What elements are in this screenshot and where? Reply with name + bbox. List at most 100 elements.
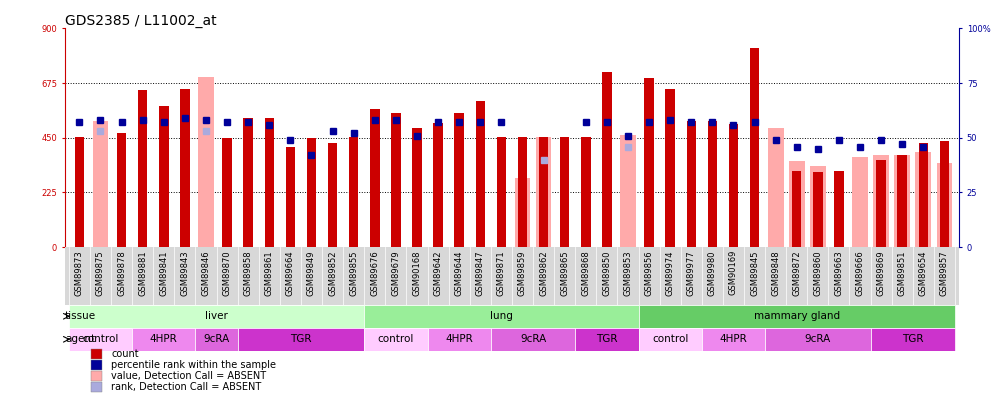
Bar: [138, 90, 147, 247]
Bar: [638, 328, 702, 351]
Text: 9cRA: 9cRA: [204, 334, 230, 344]
Text: GSM89974: GSM89974: [666, 250, 675, 296]
Bar: [264, 118, 274, 247]
Bar: [852, 157, 868, 247]
Bar: [581, 136, 590, 247]
Text: GSM89663: GSM89663: [834, 250, 844, 296]
Text: tissue: tissue: [65, 311, 96, 321]
Bar: [497, 136, 506, 247]
Text: GSM89881: GSM89881: [138, 250, 147, 296]
Bar: [749, 48, 759, 247]
Bar: [789, 161, 805, 247]
Bar: [91, 349, 102, 359]
Text: GSM89848: GSM89848: [771, 250, 780, 296]
Text: GSM89856: GSM89856: [644, 250, 653, 296]
Text: GSM89852: GSM89852: [328, 250, 337, 296]
Bar: [939, 141, 949, 247]
Text: GSM89868: GSM89868: [581, 250, 590, 296]
Bar: [238, 328, 364, 351]
Text: GSM89846: GSM89846: [202, 250, 211, 296]
Text: 9cRA: 9cRA: [805, 334, 831, 344]
Bar: [223, 138, 232, 247]
Text: GSM89860: GSM89860: [813, 250, 822, 296]
Bar: [244, 118, 252, 247]
Bar: [874, 155, 889, 247]
Text: GSM89872: GSM89872: [792, 250, 801, 296]
Bar: [536, 136, 552, 247]
Text: GSM89871: GSM89871: [497, 250, 506, 296]
Text: GSM89873: GSM89873: [75, 250, 83, 296]
Bar: [69, 328, 132, 351]
Bar: [765, 328, 871, 351]
Text: TGR: TGR: [290, 334, 312, 344]
Text: GSM89679: GSM89679: [392, 250, 401, 296]
Bar: [638, 305, 955, 328]
Bar: [75, 136, 84, 247]
Text: control: control: [652, 334, 688, 344]
Text: 4HPR: 4HPR: [445, 334, 473, 344]
Bar: [620, 135, 636, 247]
Text: GSM89855: GSM89855: [349, 250, 358, 296]
Bar: [159, 106, 169, 247]
Text: GSM89859: GSM89859: [518, 250, 527, 296]
Text: GSM89666: GSM89666: [856, 250, 865, 296]
Bar: [91, 360, 102, 370]
Text: GSM89861: GSM89861: [264, 250, 273, 296]
Text: GSM89845: GSM89845: [750, 250, 759, 296]
Bar: [328, 143, 337, 247]
Text: TGR: TGR: [902, 334, 923, 344]
Bar: [687, 121, 696, 247]
Text: lung: lung: [490, 311, 513, 321]
Bar: [792, 171, 801, 247]
Bar: [91, 382, 102, 392]
Text: GSM89875: GSM89875: [96, 250, 105, 296]
Text: GSM89870: GSM89870: [223, 250, 232, 296]
Text: value, Detection Call = ABSENT: value, Detection Call = ABSENT: [111, 371, 266, 381]
Text: agent: agent: [65, 334, 95, 344]
Text: control: control: [378, 334, 414, 344]
Text: GSM89878: GSM89878: [117, 250, 126, 296]
Bar: [132, 328, 196, 351]
Bar: [539, 136, 549, 247]
Bar: [729, 124, 739, 247]
Bar: [391, 113, 401, 247]
Bar: [708, 121, 717, 247]
Bar: [196, 328, 238, 351]
Bar: [307, 138, 316, 247]
Bar: [364, 328, 427, 351]
Bar: [767, 128, 783, 247]
Bar: [117, 133, 126, 247]
Text: GSM89654: GSM89654: [918, 250, 927, 296]
Bar: [871, 328, 955, 351]
Bar: [475, 101, 485, 247]
Bar: [427, 328, 491, 351]
Bar: [413, 128, 421, 247]
Bar: [810, 166, 826, 247]
Bar: [936, 163, 952, 247]
Text: GSM89850: GSM89850: [602, 250, 611, 296]
Bar: [602, 72, 611, 247]
Text: GSM90169: GSM90169: [729, 250, 738, 295]
Text: GSM90168: GSM90168: [413, 250, 421, 296]
Bar: [364, 305, 638, 328]
Bar: [702, 328, 765, 351]
Bar: [433, 123, 442, 247]
Text: GSM89644: GSM89644: [454, 250, 463, 296]
Text: 9cRA: 9cRA: [520, 334, 546, 344]
Bar: [813, 172, 823, 247]
Text: GSM89642: GSM89642: [433, 250, 442, 296]
Bar: [91, 371, 102, 381]
Text: GSM89977: GSM89977: [687, 250, 696, 296]
Bar: [515, 178, 531, 247]
Text: percentile rank within the sample: percentile rank within the sample: [111, 360, 276, 370]
Bar: [65, 247, 959, 305]
Bar: [665, 89, 675, 247]
Text: GSM89664: GSM89664: [286, 250, 295, 296]
Text: GSM89869: GSM89869: [877, 250, 886, 296]
Bar: [834, 171, 844, 247]
Text: GSM89676: GSM89676: [371, 250, 380, 296]
Bar: [877, 160, 886, 247]
Text: GSM89847: GSM89847: [476, 250, 485, 296]
Text: 4HPR: 4HPR: [150, 334, 178, 344]
Text: 4HPR: 4HPR: [720, 334, 747, 344]
